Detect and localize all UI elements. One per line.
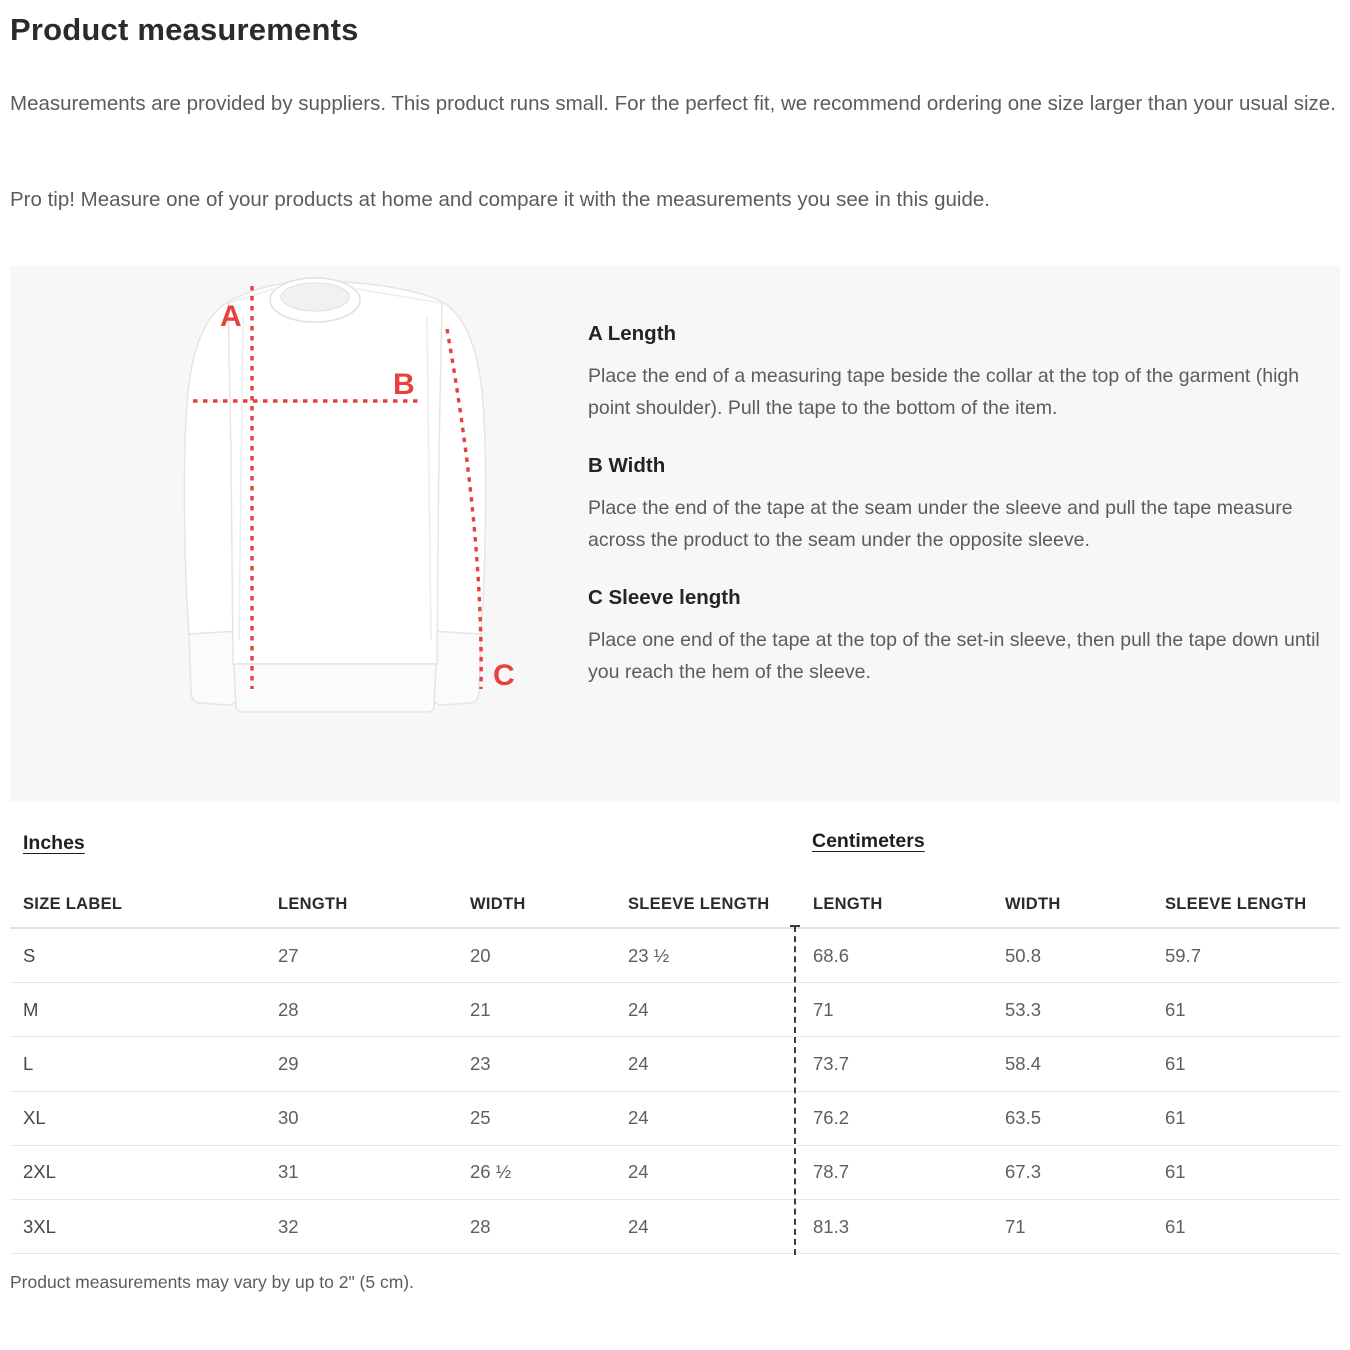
table-row: 71 53.3 61 [795,983,1340,1038]
width-value: 67.3 [1005,1161,1042,1183]
sweatshirt-diagram: A B C [115,266,555,726]
measurements-disclaimer: Product measurements may vary by up to 2… [10,1272,414,1292]
length-value: 30 [278,1107,299,1129]
width-heading: B Width [588,454,666,477]
inches-link[interactable]: Inches [23,832,85,854]
width-value: 28 [470,1215,491,1237]
centimeters-table-header: LENGTH WIDTH SLEEVE LENGTH [795,882,1340,929]
column-header: SLEEVE LENGTH [628,895,770,913]
length-value: 27 [278,944,299,966]
length-heading: A Length [588,322,677,345]
sleeve-length-value: 24 [628,998,649,1020]
page-title: Product measurements [10,12,359,47]
body [227,280,443,665]
size-label: S [23,944,36,966]
sweatshirt-illustration: A B C [183,277,515,713]
sleeve-length-value: 24 [628,1161,649,1183]
sleeve-length-value: 24 [628,1215,649,1237]
table-row: L 29 23 24 [10,1037,794,1092]
length-value: 73.7 [813,1052,850,1074]
measurement-instructions: A Length Place the end of a measuring ta… [588,322,1333,688]
sleeve-length-value: 61 [1165,1215,1186,1237]
sleeve-length-value: 61 [1165,998,1186,1020]
inches-table-header: SIZE LABEL LENGTH WIDTH SLEEVE LENGTH [10,882,794,929]
inches-table: SIZE LABEL LENGTH WIDTH SLEEVE LENGTH S … [10,882,794,1255]
sleeve-length-value: 24 [628,1107,649,1129]
width-value: 26 ½ [470,1161,512,1183]
intro-text: Measurements are provided by suppliers. … [10,92,1336,115]
size-label: 2XL [23,1161,56,1183]
size-label: L [23,1052,34,1074]
length-value: 76.2 [813,1107,850,1129]
right-cuff [430,630,482,706]
centimeters-link[interactable]: Centimeters [812,830,925,852]
width-value: 25 [470,1107,491,1129]
sleeve-length-value: 61 [1165,1107,1186,1129]
width-value: 21 [470,998,491,1020]
table-row: XL 30 25 24 [10,1092,794,1146]
width-value: 23 [470,1052,491,1074]
table-row: 76.2 63.5 61 [795,1092,1340,1146]
length-value: 78.7 [813,1161,850,1183]
table-row: 2XL 31 26 ½ 24 [10,1146,794,1200]
length-value: 81.3 [813,1215,850,1237]
marker-b-label: B [393,368,415,401]
sleeve-length-value: 59.7 [1165,944,1202,966]
length-value: 68.6 [813,944,850,966]
column-header: LENGTH [278,895,348,913]
left-cuff [188,630,240,706]
table-row: 81.3 71 61 [795,1200,1340,1255]
length-value: 29 [278,1052,299,1074]
sleeve-length-description: Place one end of the tape at the top of … [588,629,1320,683]
length-value: 71 [813,998,834,1020]
table-row: M 28 21 24 [10,983,794,1038]
table-row: S 27 20 23 ½ [10,929,794,984]
sleeve-length-value: 23 ½ [628,944,670,966]
table-row: 3XL 32 28 24 [10,1200,794,1255]
width-value: 53.3 [1005,998,1042,1020]
length-value: 31 [278,1161,299,1183]
sleeve-length-value: 24 [628,1052,649,1074]
sleeve-measure-line [445,328,483,690]
sleeve-length-value: 61 [1165,1161,1186,1183]
measurement-guide-panel: A B C A Length Place the end of a measur… [10,266,1340,802]
width-value: 63.5 [1005,1107,1042,1129]
length-description: Place the end of a measuring tape beside… [588,365,1300,419]
table-row: 78.7 67.3 61 [795,1146,1340,1200]
marker-c-label: C [493,659,515,692]
marker-a-label: A [220,300,242,333]
width-value: 58.4 [1005,1052,1042,1074]
column-header: WIDTH [470,895,526,913]
waistband [233,663,437,713]
pro-tip-text: Pro tip! Measure one of your products at… [10,188,990,211]
width-value: 71 [1005,1215,1026,1237]
length-value: 32 [278,1215,299,1237]
width-description: Place the end of the tape at the seam un… [588,497,1293,551]
column-header: SIZE LABEL [23,895,123,913]
column-header: LENGTH [813,895,883,913]
sleeve-length-heading: C Sleeve length [588,586,741,609]
table-row: 73.7 58.4 61 [795,1037,1340,1092]
column-header: WIDTH [1005,895,1061,913]
size-label: XL [23,1107,46,1129]
table-row: 68.6 50.8 59.7 [795,929,1340,984]
width-value: 50.8 [1005,944,1042,966]
column-header: SLEEVE LENGTH [1165,895,1307,913]
size-label: 3XL [23,1215,56,1237]
tables-divider [790,925,800,1255]
sleeve-length-value: 61 [1165,1052,1186,1074]
width-value: 20 [470,944,491,966]
centimeters-table: LENGTH WIDTH SLEEVE LENGTH 68.6 50.8 59.… [795,882,1340,1255]
size-label: M [23,998,39,1020]
length-value: 28 [278,998,299,1020]
